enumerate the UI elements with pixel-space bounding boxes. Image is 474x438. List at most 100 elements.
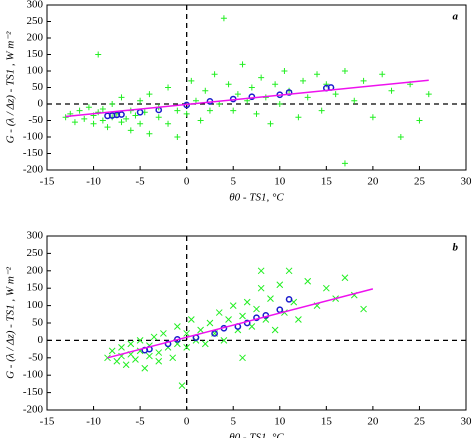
data-point (351, 97, 358, 104)
data-point (104, 124, 111, 131)
data-point (220, 337, 228, 344)
y-tick-label: 200 (27, 32, 44, 44)
x-axis-label: θ0 - TS1, °C (229, 192, 284, 204)
data-point (239, 61, 246, 68)
data-point (165, 84, 172, 91)
data-point (229, 302, 237, 309)
panel-label: a (453, 11, 459, 23)
data-point (295, 316, 302, 323)
data-point (243, 298, 251, 306)
y-tick-label: -100 (23, 131, 44, 143)
y-tick-label: 150 (27, 48, 44, 60)
data-point (90, 120, 97, 127)
data-point (379, 71, 386, 78)
data-point (369, 114, 376, 121)
data-point (155, 357, 163, 365)
x-tick-label: -5 (136, 176, 146, 188)
data-point (248, 84, 255, 91)
data-point (150, 333, 158, 341)
data-point (206, 319, 214, 327)
data-point (95, 109, 102, 116)
data-point (183, 110, 190, 117)
data-point (225, 316, 232, 323)
data-point (257, 267, 265, 275)
data-point (123, 115, 130, 122)
data-point (197, 117, 204, 124)
data-point (332, 91, 339, 98)
data-point (257, 284, 265, 292)
y-tick-label: 200 (27, 264, 44, 276)
data-point (220, 15, 227, 22)
data-point (295, 114, 302, 121)
x-tick-label: 5 (230, 176, 236, 188)
x-tick-label: -15 (40, 176, 55, 188)
data-point (146, 352, 153, 360)
y-tick-label: -50 (28, 114, 43, 126)
data-point (118, 119, 125, 126)
x-tick-label: 15 (321, 176, 333, 188)
y-tick-label: 300 (27, 230, 44, 242)
data-point (425, 91, 432, 98)
data-point (174, 323, 181, 330)
data-point (341, 160, 348, 167)
x-tick-label: 25 (414, 416, 426, 428)
mean-point (285, 89, 293, 96)
data-point (225, 81, 232, 88)
data-point (267, 295, 274, 302)
y-tick-label: 100 (27, 65, 44, 77)
x-tick-label: 20 (367, 416, 379, 428)
fit-line (65, 79, 429, 118)
data-point (104, 354, 111, 362)
data-point (146, 130, 153, 137)
y-tick-label: 50 (32, 317, 44, 329)
data-point (141, 364, 149, 372)
data-point (160, 330, 167, 337)
data-point (258, 74, 265, 81)
x-tick-label: -15 (40, 416, 55, 428)
data-point (341, 274, 349, 282)
data-point (109, 101, 116, 107)
x-tick-label: -10 (86, 416, 101, 428)
data-point (174, 107, 181, 114)
data-point (95, 51, 102, 58)
data-point (234, 91, 241, 98)
data-point (76, 107, 83, 114)
x-tick-label: 30 (461, 416, 473, 428)
y-tick-label: 300 (27, 0, 44, 11)
data-point (155, 349, 163, 356)
data-point (271, 326, 279, 334)
data-point (188, 77, 195, 84)
data-point (127, 340, 135, 348)
x-tick-label: 15 (321, 416, 333, 428)
data-point (285, 267, 293, 275)
y-tick-label: -150 (23, 147, 44, 159)
data-point (118, 344, 125, 351)
data-point (360, 305, 367, 313)
data-point (201, 340, 209, 348)
data-point (136, 337, 144, 344)
data-point (216, 101, 223, 107)
data-point (183, 344, 191, 351)
x-tick-label: 0 (184, 416, 190, 428)
data-point (178, 382, 186, 389)
data-point (360, 77, 367, 84)
data-point (230, 107, 237, 114)
data-point (62, 114, 69, 121)
data-point (132, 112, 139, 119)
data-point (108, 347, 116, 355)
data-point (183, 330, 191, 337)
data-point (211, 71, 218, 78)
data-point (267, 120, 274, 127)
data-point (318, 107, 325, 114)
panel-label: b (453, 242, 459, 254)
data-point (137, 120, 144, 127)
fit-line (107, 288, 374, 359)
data-point (118, 94, 125, 101)
data-point (206, 107, 213, 114)
y-axis-label: G - (λ / Δz) - TS1 , W m⁻² (5, 31, 17, 143)
data-point (137, 97, 144, 104)
data-point (341, 68, 348, 74)
data-point (239, 354, 246, 362)
y-tick-label: -200 (23, 404, 44, 416)
